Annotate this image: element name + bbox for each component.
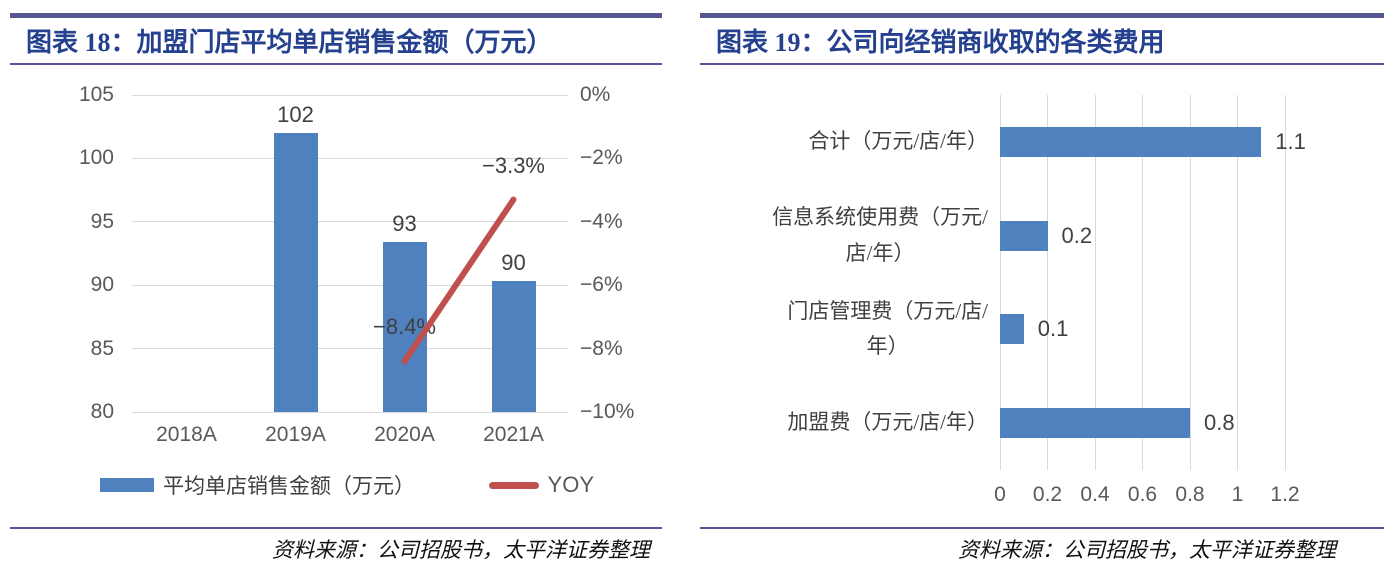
legend-item-sales: 平均单店销售金额（万元）: [100, 470, 415, 500]
gridline: [132, 348, 568, 350]
category-label-text: 信息系统使用费（万元/ 店/年）: [772, 204, 988, 265]
figure-18-title: 图表 18：加盟门店平均单店销售金额（万元）: [26, 28, 553, 57]
category-label: 加盟费（万元/店/年）: [700, 387, 988, 459]
legend-bar-swatch: [100, 478, 154, 492]
bar-value-label: 90: [501, 250, 526, 276]
x-axis-tick-label: 0.4: [1080, 483, 1110, 506]
right-axis-tick-label: 0%: [580, 83, 611, 106]
left-axis-tick-label: 80: [90, 400, 114, 423]
bar-value-label: 0.8: [1204, 410, 1235, 436]
fee-bar: [1000, 314, 1024, 345]
right-axis-tick-label: −8%: [580, 336, 623, 360]
legend-line-label: YOY: [547, 472, 594, 497]
left-axis-tick-label: 95: [90, 209, 114, 233]
x-axis-tick-label: 0: [994, 483, 1006, 506]
legend-bar-label: 平均单店销售金额（万元）: [163, 474, 415, 498]
left-axis-tick-label: 100: [78, 146, 114, 170]
figure-19-title: 图表 19：公司向经销商收取的各类费用: [716, 28, 1165, 57]
gridline: [132, 157, 568, 159]
title-underline-rule: [10, 63, 662, 65]
line-point-label: −8.4%: [373, 314, 436, 340]
fee-bar: [1000, 408, 1190, 439]
x-axis-tick-label: 0.6: [1127, 483, 1158, 506]
gridline: [132, 94, 568, 96]
left-axis-tick-label: 85: [90, 336, 114, 360]
right-axis-tick-label: −6%: [580, 273, 623, 297]
gridline: [1142, 95, 1143, 470]
x-axis-category-label: 2021A: [483, 423, 544, 446]
figure-18-panel: 图表 18：加盟门店平均单店销售金额（万元） 105 0% 100 −2% 95 −4% 9…: [10, 0, 662, 582]
yoy-line: [401, 196, 517, 365]
gridline: [1237, 95, 1238, 470]
panel-bottom-rule: [10, 527, 662, 529]
gridline: [132, 411, 568, 413]
x-axis-tick-label: 1: [1231, 483, 1244, 506]
gridline: [132, 284, 568, 286]
category-label: 合计（万元/店/年）: [700, 106, 988, 178]
category-label-text: 门店管理费（万元/店/ 年）: [787, 298, 988, 359]
right-axis-tick-label: −10%: [580, 400, 635, 423]
x-axis-category-label: 2020A: [374, 423, 435, 446]
left-axis-tick-label: 90: [90, 273, 114, 297]
legend-line-swatch: [488, 481, 539, 489]
x-axis-category-label: 2018A: [156, 423, 217, 446]
right-axis-tick-label: −2%: [580, 146, 623, 170]
left-axis-tick-label: 105: [78, 83, 114, 106]
bar-value-label: 102: [277, 102, 314, 128]
category-label: 信息系统使用费（万元/ 店/年）: [700, 200, 988, 272]
category-label: 门店管理费（万元/店/ 年）: [700, 293, 988, 365]
figure-19-source: 资料来源：公司招股书，太平洋证券整理: [958, 538, 1336, 562]
panel-top-rule: [700, 13, 1384, 18]
legend-item-yoy: YOY: [488, 472, 594, 498]
x-axis-category-label: 2019A: [265, 423, 326, 446]
sales-bar: [382, 242, 427, 412]
sales-bar: [273, 133, 318, 412]
x-axis-tick-label: 0.2: [1032, 483, 1063, 506]
category-label-text: 合计（万元/店/年）: [808, 129, 988, 154]
yoy-line-path: [401, 196, 517, 365]
sales-bar: [491, 281, 536, 412]
x-axis-tick-label: 0.8: [1175, 483, 1205, 506]
figure-19-hbar-chart: 0 0.2 0.4 0.6 0.8 1 1.2 1.1 合计（万元/店/年） 0.2 信息系统使用费…: [700, 0, 1384, 582]
bar-value-label: 93: [392, 211, 417, 237]
bar-value-label: 0.1: [1037, 316, 1069, 342]
panel-top-rule: [10, 13, 662, 18]
figure-19-panel: 图表 19：公司向经销商收取的各类费用 0 0.2 0.4 0.6 0.8 1 1.2 1.1…: [700, 0, 1384, 582]
bar-value-label: 0.2: [1061, 222, 1093, 248]
right-axis-tick-label: −4%: [580, 209, 623, 233]
category-label-text: 加盟费（万元/店/年）: [787, 410, 988, 435]
gridline: [132, 221, 568, 223]
line-point-label: −3.3%: [482, 152, 545, 178]
gridline: [1284, 95, 1286, 470]
figure-18-source: 资料来源：公司招股书，太平洋证券整理: [272, 538, 650, 562]
panel-bottom-rule: [700, 527, 1384, 529]
gridline: [1189, 95, 1191, 470]
gridline: [1094, 95, 1096, 470]
title-underline-rule: [700, 63, 1384, 65]
gridline: [999, 95, 1001, 470]
figure-18-combo-chart: 105 0% 100 −2% 95 −4% 90 −6% 85 −8% 80 −10% 2018A 201…: [10, 0, 662, 582]
x-axis-tick-label: 1.2: [1270, 483, 1300, 506]
gridline: [1047, 95, 1048, 470]
bar-value-label: 1.1: [1275, 128, 1306, 154]
chart-legend: 平均单店销售金额（万元） YOY: [100, 470, 594, 500]
fee-bar: [1000, 126, 1262, 157]
fee-bar: [1000, 220, 1048, 251]
